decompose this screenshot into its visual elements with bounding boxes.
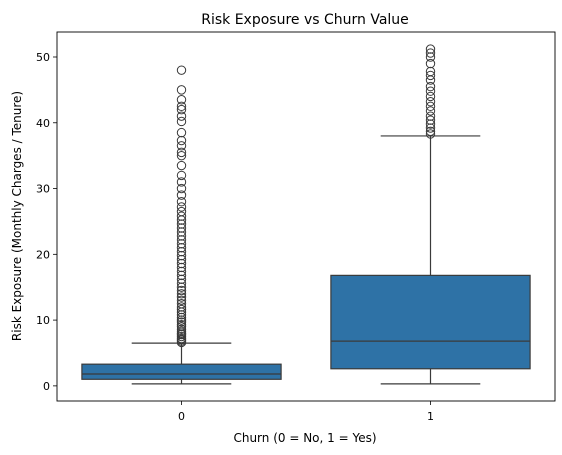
outlier-point xyxy=(176,292,187,302)
outlier-point xyxy=(176,65,187,75)
outlier-point xyxy=(176,295,187,306)
outlier-point xyxy=(176,282,187,292)
outlier-point xyxy=(425,70,436,81)
outlier-point xyxy=(176,254,187,265)
outlier-point xyxy=(176,312,187,323)
outlier-point xyxy=(176,231,187,241)
outlier-point xyxy=(176,211,187,221)
outlier-point xyxy=(176,190,187,200)
outlier-point xyxy=(425,111,436,121)
outlier-point xyxy=(176,206,187,217)
x-tick-label: 1 xyxy=(427,410,434,423)
outlier-point xyxy=(176,246,187,257)
outlier-point xyxy=(425,66,436,77)
outlier-point xyxy=(176,135,187,146)
outlier-point xyxy=(176,289,187,299)
y-axis-label: Risk Exposure (Monthly Charges / Tenure) xyxy=(10,91,24,341)
y-tick-label: 30 xyxy=(36,183,50,196)
outlier-point xyxy=(176,147,187,158)
outlier-point xyxy=(176,239,187,249)
outlier-point xyxy=(176,310,187,320)
outlier-point xyxy=(176,278,187,288)
outlier-point xyxy=(176,85,187,95)
outlier-point xyxy=(176,111,187,121)
outlier-point xyxy=(176,324,187,335)
outlier-point xyxy=(425,97,436,107)
outlier-point xyxy=(425,58,436,69)
outlier-point xyxy=(425,119,436,129)
outlier-point xyxy=(176,183,187,194)
outlier-point xyxy=(425,91,436,102)
outlier-point xyxy=(176,127,187,138)
outlier-point xyxy=(425,126,436,137)
outlier-point xyxy=(176,101,187,112)
outlier-point xyxy=(176,160,187,171)
outlier-point xyxy=(176,235,187,245)
x-axis-label: Churn (0 = No, 1 = Yes) xyxy=(233,431,376,445)
outlier-point xyxy=(425,115,436,125)
y-tick-label: 40 xyxy=(36,117,50,130)
outlier-point xyxy=(176,116,187,127)
y-axis: 0 10 20 30 40 50 xyxy=(36,51,57,393)
y-tick-label: 0 xyxy=(43,380,50,393)
outlier-point xyxy=(176,250,187,261)
outlier-point xyxy=(176,304,187,315)
outlier-point xyxy=(176,274,187,285)
iqr-box xyxy=(81,363,282,380)
outlier-point xyxy=(176,315,187,325)
outlier-point xyxy=(425,52,436,62)
outlier-point xyxy=(176,197,187,207)
outlier-point xyxy=(176,320,187,330)
plot-frame xyxy=(56,31,556,402)
y-tick-label: 10 xyxy=(36,314,50,327)
outlier-point xyxy=(425,48,436,58)
outlier-point xyxy=(176,150,187,161)
x-tick-label: 0 xyxy=(178,410,185,423)
y-tick-label: 20 xyxy=(36,248,50,261)
iqr-box xyxy=(330,274,531,370)
outlier-point xyxy=(425,86,436,96)
outlier-point xyxy=(176,227,187,237)
y-tick-label: 50 xyxy=(36,51,50,64)
outlier-point xyxy=(176,243,187,253)
outlier-point xyxy=(176,285,187,296)
outlier-point xyxy=(425,123,436,133)
outlier-point xyxy=(176,104,187,115)
outlier-point xyxy=(425,81,436,92)
outlier-point xyxy=(176,141,187,151)
outlier-point xyxy=(176,262,187,273)
outlier-point xyxy=(176,266,187,277)
box-group-1 xyxy=(330,44,531,385)
outlier-point xyxy=(176,170,187,181)
outlier-point xyxy=(176,202,187,212)
box-group-0 xyxy=(81,65,282,385)
outlier-point xyxy=(176,177,187,187)
outlier-point xyxy=(176,270,187,281)
outlier-point xyxy=(425,44,436,54)
outlier-point xyxy=(176,302,187,312)
outlier-point xyxy=(176,219,187,229)
outlier-point xyxy=(425,129,436,139)
outlier-point xyxy=(176,258,187,269)
outlier-point xyxy=(425,106,436,116)
outlier-point xyxy=(176,223,187,233)
outlier-point xyxy=(425,101,436,112)
outlier-point xyxy=(176,95,187,105)
chart-title: Risk Exposure vs Churn Value xyxy=(201,12,409,28)
outlier-point xyxy=(176,298,187,309)
plot-area xyxy=(81,44,531,385)
